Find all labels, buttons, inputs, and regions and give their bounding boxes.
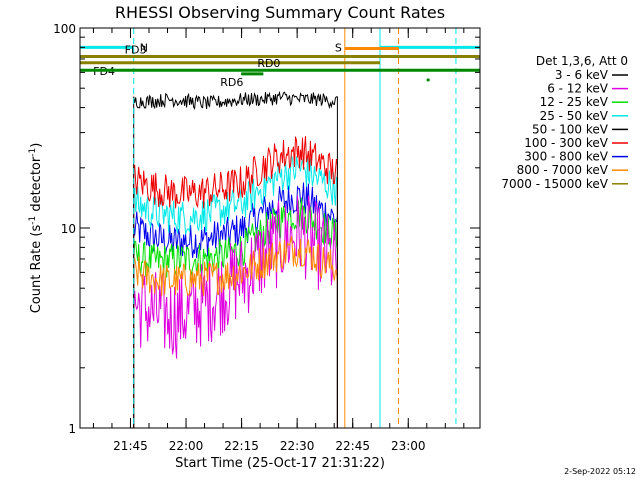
x-tick-label: 22:00 — [169, 439, 204, 453]
footer-date: 2-Sep-2022 05:12 — [564, 467, 636, 476]
flag-dot — [426, 78, 430, 82]
flag-rd6-label: RD6 — [220, 76, 243, 89]
legend-label: 3 - 6 keV — [555, 68, 609, 82]
series-line-3-6kev — [133, 90, 338, 428]
legend-label: 100 - 300 keV — [524, 136, 608, 150]
saa-label: S — [335, 41, 342, 54]
x-tick-label: 22:15 — [224, 439, 259, 453]
annotations: NSFD3FD4RD0RD6 — [79, 28, 480, 428]
y-axis-label: Count Rate (s-1 detector-1) — [28, 143, 44, 314]
legend-label: 300 - 800 keV — [524, 150, 608, 164]
y-tick-label: 1 — [68, 422, 76, 436]
axes: 21:45 22:00 22:15 22:30 22:45 23:00 1 10 100 — [53, 22, 481, 453]
series-line-800-7000kev — [133, 236, 338, 428]
legend-label: 25 - 50 keV — [540, 109, 609, 123]
x-tick-label: 22:30 — [280, 439, 315, 453]
series-line-100-300kev — [133, 136, 338, 428]
x-tick-label: 22:45 — [335, 439, 370, 453]
legend-label: 6 - 12 keV — [547, 82, 609, 96]
legend-label: 12 - 25 keV — [540, 95, 609, 109]
legend-label: 50 - 100 keV — [532, 122, 609, 136]
legend-label: 800 - 7000 keV — [517, 163, 609, 177]
legend-header: Det 1,3,6, Att 0 — [536, 54, 628, 68]
night-label: N — [140, 41, 148, 54]
legend-label: 7000 - 15000 keV — [501, 177, 608, 191]
series-line-25-50kev — [133, 154, 338, 428]
flag-fd3-label: FD3 — [125, 44, 147, 57]
series-line-6-12kev — [133, 195, 338, 428]
y-tick-label: 10 — [61, 222, 76, 236]
y-tick-label: 100 — [53, 22, 76, 36]
chart-title: RHESSI Observing Summary Count Rates — [115, 3, 445, 22]
plot-area — [133, 90, 338, 428]
x-tick-label: 23:00 — [391, 439, 426, 453]
flag-rd0-label: RD0 — [257, 57, 280, 70]
x-tick-label: 21:45 — [113, 439, 148, 453]
x-axis-label: Start Time (25-Oct-17 21:31:22) — [175, 456, 385, 471]
